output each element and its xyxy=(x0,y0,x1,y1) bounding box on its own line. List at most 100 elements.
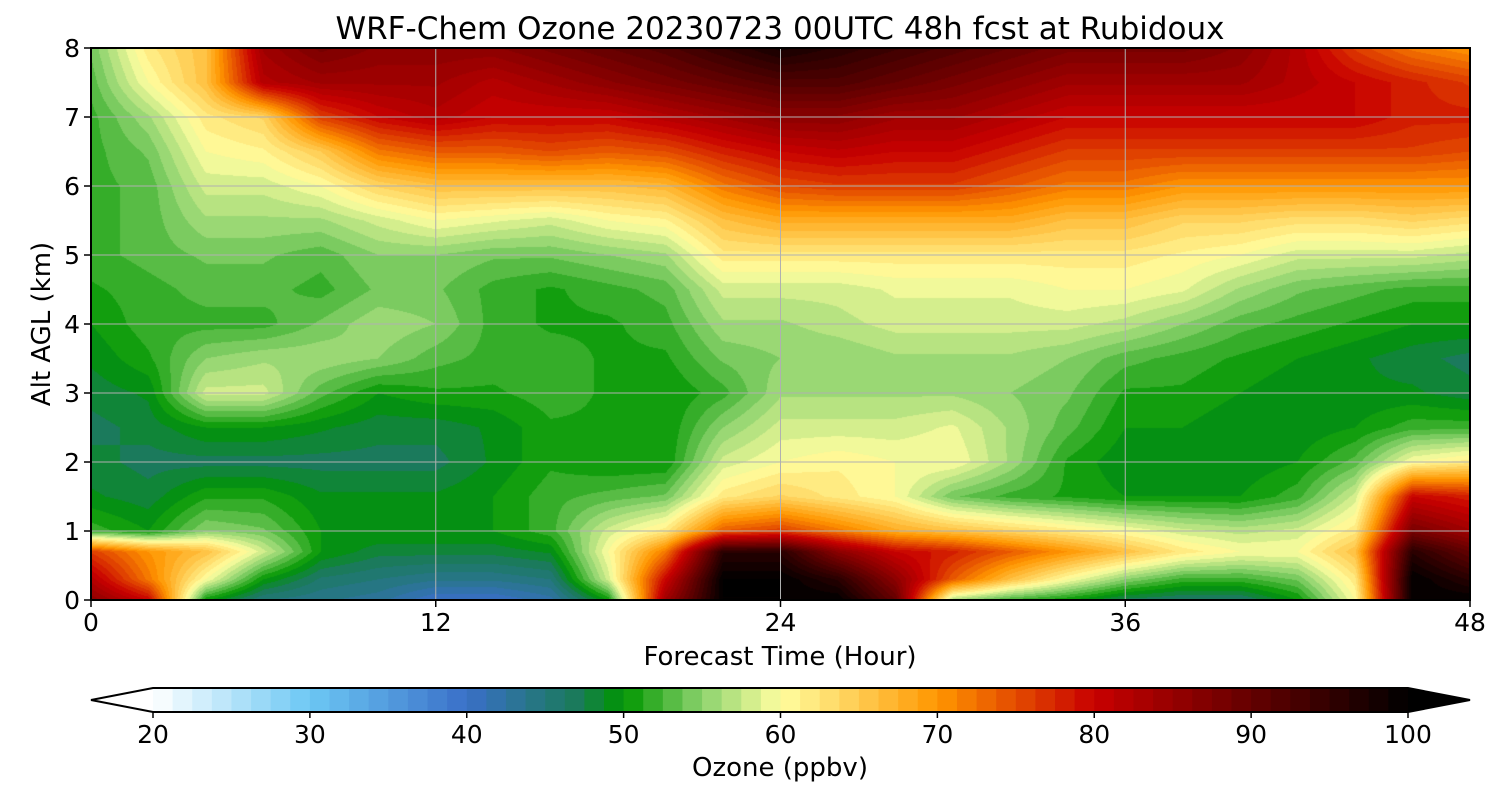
x-tick-label-0: 0 xyxy=(83,608,99,637)
colorbar-segment-22 xyxy=(584,688,605,712)
colorbar-segment-36 xyxy=(858,688,880,712)
y-tick-label-5: 5 xyxy=(64,241,80,270)
colorbar-segment-37 xyxy=(878,688,899,712)
colorbar-segment-62 xyxy=(1368,688,1389,712)
colorbar-segment-25 xyxy=(643,688,664,712)
y-tick-label-4: 4 xyxy=(64,310,80,339)
colorbar-tick-label-5: 70 xyxy=(921,720,953,749)
colorbar-segment-52 xyxy=(1172,688,1193,712)
colorbar-segment-51 xyxy=(1153,688,1174,712)
colorbar-segment-63 xyxy=(1388,688,1409,712)
colorbar-segment-40 xyxy=(937,688,958,712)
colorbar-low-extension xyxy=(91,688,153,712)
colorbar-segment-47 xyxy=(1074,688,1095,712)
colorbar-tick-label-3: 50 xyxy=(608,720,640,749)
colorbar: 20 30 40 50 60 70 80 90 100 xyxy=(90,687,1471,749)
colorbar-tick-label-6: 80 xyxy=(1078,720,1110,749)
colorbar-segment-56 xyxy=(1251,688,1272,712)
colorbar-tick-label-0: 20 xyxy=(137,720,169,749)
y-tick-label-6: 6 xyxy=(64,172,80,201)
colorbar-segment-28 xyxy=(702,688,723,712)
colorbar-segment-61 xyxy=(1349,688,1370,712)
colorbar-label: Ozone (ppbv) xyxy=(692,753,868,783)
colorbar-segment-49 xyxy=(1113,688,1135,712)
colorbar-segment-2 xyxy=(192,688,213,712)
colorbar-segment-50 xyxy=(1133,688,1154,712)
colorbar-segment-5 xyxy=(251,688,272,712)
colorbar-segment-7 xyxy=(290,688,311,712)
colorbar-segment-12 xyxy=(388,688,409,712)
colorbar-segment-57 xyxy=(1270,688,1291,712)
colorbar-segment-4 xyxy=(231,688,252,712)
colorbar-segment-39 xyxy=(917,688,938,712)
colorbar-segment-15 xyxy=(447,688,468,712)
colorbar-high-extension xyxy=(1408,688,1470,712)
colorbar-segment-9 xyxy=(329,688,350,712)
colorbar-segment-55 xyxy=(1231,688,1252,712)
colorbar-segment-3 xyxy=(211,688,233,712)
colorbar-segment-41 xyxy=(956,688,978,712)
colorbar-segment-34 xyxy=(819,688,840,712)
colorbar-segment-21 xyxy=(564,688,586,712)
colorbar-segment-17 xyxy=(486,688,507,712)
colorbar-segment-0 xyxy=(153,688,174,712)
colorbar-segment-43 xyxy=(996,688,1017,712)
x-axis-label: Forecast Time (Hour) xyxy=(643,642,916,672)
x-axis: 0 12 24 36 48 xyxy=(83,600,1486,637)
colorbar-segment-29 xyxy=(721,688,742,712)
colorbar-segment-46 xyxy=(1055,688,1076,712)
colorbar-segment-54 xyxy=(1211,688,1233,712)
colorbar-segment-11 xyxy=(368,688,389,712)
colorbar-tick-label-4: 60 xyxy=(765,720,797,749)
colorbar-segment-23 xyxy=(604,688,625,712)
y-tick-label-8: 8 xyxy=(64,34,80,63)
colorbar-segment-48 xyxy=(1094,688,1115,712)
colorbar-segment-31 xyxy=(760,688,782,712)
colorbar-segment-8 xyxy=(309,688,331,712)
y-tick-label-3: 3 xyxy=(64,379,80,408)
y-tick-label-0: 0 xyxy=(64,586,80,615)
colorbar-tick-label-7: 90 xyxy=(1235,720,1267,749)
y-axis-label: Alt AGL (km) xyxy=(27,242,57,406)
colorbar-segment-1 xyxy=(172,688,193,712)
colorbar-segment-32 xyxy=(780,688,801,712)
colorbar-segment-24 xyxy=(623,688,644,712)
colorbar-segment-19 xyxy=(525,688,546,712)
colorbar-segment-30 xyxy=(741,688,762,712)
colorbar-segment-45 xyxy=(1035,688,1056,712)
colorbar-segment-42 xyxy=(976,688,997,712)
colorbar-segment-20 xyxy=(545,688,566,712)
colorbar-segment-14 xyxy=(427,688,448,712)
colorbar-segment-35 xyxy=(839,688,860,712)
colorbar-segment-53 xyxy=(1192,688,1213,712)
colorbar-segments xyxy=(153,688,1409,712)
y-axis: 0 1 2 3 4 5 6 7 8 xyxy=(64,34,91,615)
colorbar-tick-label-8: 100 xyxy=(1384,720,1432,749)
colorbar-segment-18 xyxy=(505,688,527,712)
colorbar-ticks: 20 30 40 50 60 70 80 90 100 xyxy=(137,712,1432,749)
chart-title: WRF-Chem Ozone 20230723 00UTC 48h fcst a… xyxy=(335,11,1224,47)
colorbar-segment-26 xyxy=(662,688,684,712)
x-tick-label-3: 36 xyxy=(1109,608,1141,637)
colorbar-segment-6 xyxy=(270,688,291,712)
colorbar-segment-10 xyxy=(349,688,370,712)
x-tick-label-1: 12 xyxy=(420,608,452,637)
colorbar-segment-13 xyxy=(407,688,429,712)
y-tick-label-7: 7 xyxy=(64,103,80,132)
x-tick-label-2: 24 xyxy=(765,608,797,637)
colorbar-segment-44 xyxy=(1015,688,1037,712)
y-tick-label-1: 1 xyxy=(64,517,80,546)
colorbar-segment-38 xyxy=(898,688,919,712)
colorbar-segment-33 xyxy=(800,688,821,712)
y-tick-label-2: 2 xyxy=(64,448,80,477)
colorbar-segment-60 xyxy=(1329,688,1350,712)
colorbar-segment-27 xyxy=(682,688,703,712)
colorbar-tick-label-1: 30 xyxy=(294,720,326,749)
colorbar-segment-16 xyxy=(466,688,487,712)
x-tick-label-4: 48 xyxy=(1454,608,1486,637)
colorbar-tick-label-2: 40 xyxy=(451,720,483,749)
colorbar-segment-59 xyxy=(1309,688,1331,712)
colorbar-segment-58 xyxy=(1290,688,1311,712)
